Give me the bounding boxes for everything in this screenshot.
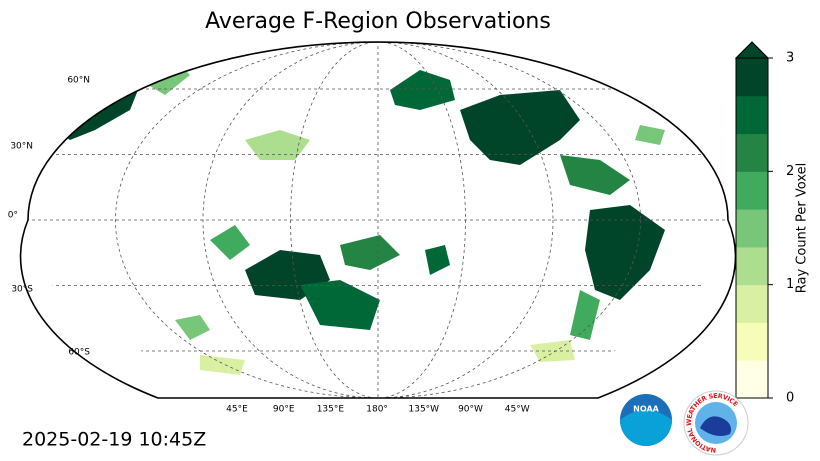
- colorbar-tick-label: 3: [786, 51, 794, 66]
- colorbar-label: Ray Count Per Voxel: [795, 163, 810, 293]
- nws-cloud: [700, 416, 731, 436]
- colorbar-extension: [734, 41, 770, 59]
- colorbar: 0 1 2 3: [734, 41, 794, 406]
- noaa-wave: [620, 410, 672, 446]
- colorbar-tick-label: 2: [786, 164, 794, 179]
- colorbar-step: [736, 133, 768, 172]
- lat-label: 60°N: [67, 76, 90, 86]
- obs-area: [210, 225, 250, 260]
- lon-labels: 45°E 90°E 135°E 180° 135°W 90°W 45°W: [226, 405, 530, 415]
- lon-label: 135°E: [317, 405, 345, 415]
- obs-area: [200, 355, 245, 375]
- lon-label: 135°W: [409, 405, 440, 415]
- lon-label: 45°W: [505, 405, 530, 415]
- lat-label: 0°: [8, 211, 18, 221]
- obs-area: [585, 205, 665, 300]
- lon-label: 180°: [366, 405, 388, 415]
- meridian: [115, 42, 641, 398]
- nws-logo: NATIONAL WEATHER SERVICE: [683, 390, 749, 456]
- map-content: [28, 42, 728, 398]
- obs-area: [635, 125, 665, 145]
- colorbar-tick-label: 1: [786, 277, 794, 292]
- colorbar-step: [736, 95, 768, 135]
- lon-label: 90°E: [273, 405, 295, 415]
- obs-area: [425, 245, 450, 275]
- obs-area: [560, 155, 630, 195]
- colorbar-step: [736, 284, 768, 323]
- lat-label: 60°S: [68, 348, 90, 358]
- meridian: [290, 42, 466, 398]
- obs-area: [390, 70, 455, 110]
- obs-area: [300, 280, 380, 330]
- map: 60°N 30°N 0° 30°S 60°S 45°E 90°E 135°E 180° 135°…: [8, 41, 737, 415]
- lat-label: 30°S: [11, 285, 33, 295]
- colorbar-step: [736, 209, 768, 248]
- obs-area: [460, 90, 580, 165]
- obs-area: [245, 130, 310, 160]
- colorbar-step: [736, 360, 768, 399]
- colorbar-step: [736, 322, 768, 361]
- colorbar-tick-label: 0: [786, 391, 794, 406]
- colorbar-step: [736, 171, 768, 210]
- noaa-text: NOAA: [633, 405, 659, 414]
- obs-area: [530, 340, 575, 362]
- obs-area: [570, 290, 600, 340]
- obs-area: [175, 315, 210, 340]
- noaa-logo: NOAA: [620, 394, 672, 446]
- colorbar-step: [736, 58, 768, 97]
- observation-areas: [55, 60, 665, 375]
- lat-labels: 60°N 30°N 0° 30°S 60°S: [8, 76, 91, 358]
- colorbar-step: [736, 246, 768, 286]
- lon-label: 90°W: [458, 405, 483, 415]
- colorbar-frame: [735, 57, 769, 399]
- lon-label: 45°E: [226, 405, 248, 415]
- title: Average F-Region Observations: [205, 9, 551, 34]
- map-outline: [19, 41, 737, 399]
- meridian: [202, 42, 554, 398]
- obs-area: [340, 235, 400, 270]
- lat-label: 30°N: [10, 142, 33, 152]
- timestamp: 2025-02-19 10:45Z: [22, 429, 206, 451]
